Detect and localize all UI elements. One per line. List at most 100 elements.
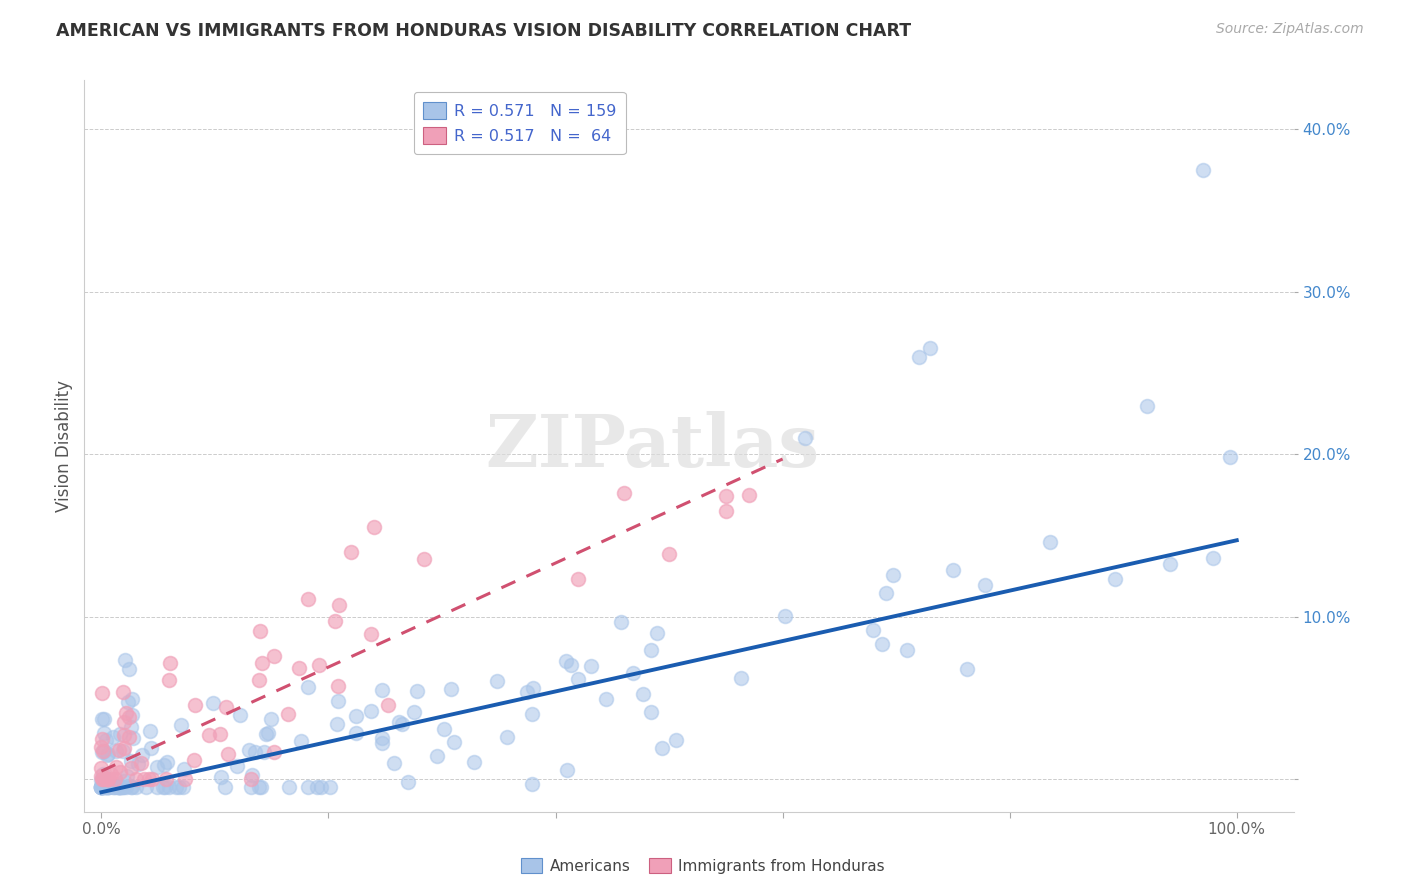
- Point: [290, 734, 312, 748]
- Point: [522, 681, 544, 695]
- Point: [155, 772, 177, 787]
- Point: [406, 684, 429, 698]
- Point: [135, 780, 157, 795]
- Point: [139, 740, 162, 755]
- Point: [108, 780, 131, 795]
- Point: [201, 696, 224, 710]
- Point: [111, 780, 134, 795]
- Text: AMERICAN VS IMMIGRANTS FROM HONDURAS VISION DISABILITY CORRELATION CHART: AMERICAN VS IMMIGRANTS FROM HONDURAS VIS…: [56, 22, 911, 40]
- Point: [640, 643, 662, 657]
- Point: [1201, 551, 1223, 566]
- Point: [167, 780, 190, 795]
- Point: [278, 780, 301, 795]
- Point: [132, 772, 155, 787]
- Point: [120, 780, 142, 795]
- Point: [651, 740, 673, 755]
- Point: [157, 673, 180, 687]
- Point: [308, 657, 330, 672]
- Point: [97, 780, 120, 795]
- Point: [112, 780, 135, 795]
- Point: [90, 780, 112, 795]
- Point: [153, 780, 176, 795]
- Point: [91, 766, 114, 780]
- Point: [384, 756, 406, 770]
- Point: [882, 567, 904, 582]
- Point: [198, 728, 221, 742]
- Point: [520, 707, 543, 722]
- Point: [108, 780, 131, 795]
- Point: [323, 614, 346, 628]
- Point: [1191, 162, 1213, 177]
- Point: [263, 745, 285, 759]
- Point: [229, 708, 252, 723]
- Point: [579, 658, 602, 673]
- Point: [91, 685, 114, 699]
- Point: [319, 780, 342, 795]
- Point: [118, 731, 141, 745]
- Point: [104, 772, 127, 787]
- Point: [215, 700, 238, 714]
- Point: [344, 725, 367, 739]
- Point: [567, 672, 589, 686]
- Point: [96, 780, 118, 795]
- Point: [97, 772, 120, 787]
- Point: [90, 773, 112, 788]
- Point: [111, 744, 134, 758]
- Point: [1039, 535, 1062, 549]
- Point: [896, 643, 918, 657]
- Point: [90, 780, 112, 795]
- Point: [1219, 450, 1241, 465]
- Point: [91, 772, 114, 787]
- Point: [90, 780, 112, 795]
- Point: [110, 780, 132, 795]
- Point: [90, 778, 112, 792]
- Point: [1136, 399, 1159, 413]
- Point: [239, 780, 262, 795]
- Point: [90, 780, 112, 795]
- Point: [862, 624, 884, 638]
- Point: [870, 637, 893, 651]
- Point: [371, 731, 394, 746]
- Point: [440, 681, 463, 696]
- Point: [108, 727, 131, 741]
- Point: [101, 731, 124, 745]
- Point: [107, 780, 129, 795]
- Point: [90, 768, 112, 782]
- Point: [242, 767, 264, 781]
- Point: [391, 717, 413, 731]
- Point: [157, 780, 180, 795]
- Point: [250, 780, 273, 795]
- Point: [153, 758, 176, 772]
- Point: [287, 661, 309, 675]
- Point: [485, 673, 508, 688]
- Point: [737, 488, 759, 502]
- Point: [621, 665, 644, 680]
- Point: [183, 698, 205, 712]
- Point: [253, 745, 276, 759]
- Point: [93, 744, 115, 758]
- Point: [96, 772, 118, 787]
- Point: [240, 772, 263, 787]
- Point: [107, 742, 129, 756]
- Point: [112, 714, 135, 729]
- Point: [91, 744, 114, 758]
- Point: [118, 662, 141, 676]
- Point: [93, 712, 115, 726]
- Point: [249, 624, 271, 639]
- Point: [254, 727, 277, 741]
- Point: [127, 756, 149, 771]
- Point: [120, 761, 142, 775]
- Point: [377, 698, 399, 712]
- Point: [131, 747, 153, 762]
- Point: [665, 733, 688, 747]
- Point: [111, 685, 134, 699]
- Point: [125, 780, 148, 795]
- Point: [90, 732, 112, 747]
- Point: [297, 780, 319, 795]
- Point: [775, 608, 797, 623]
- Point: [96, 780, 118, 795]
- Point: [344, 709, 367, 723]
- Point: [214, 780, 236, 795]
- Point: [94, 780, 117, 795]
- Point: [90, 780, 112, 795]
